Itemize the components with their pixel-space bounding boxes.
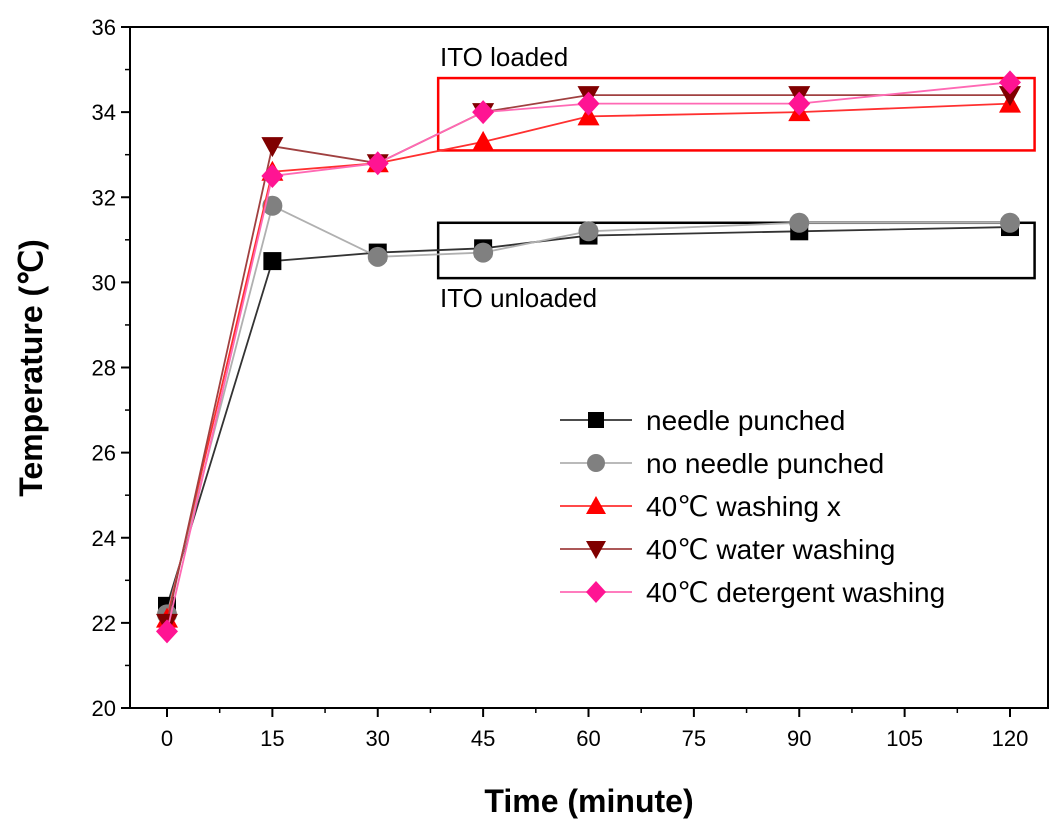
triangle-down-marker <box>586 541 606 559</box>
legend-label: no needle punched <box>646 448 884 479</box>
legend-item: needle punched <box>560 405 845 436</box>
triangle-up-marker <box>586 496 606 514</box>
legend-label: 40℃ washing x <box>646 491 841 522</box>
diamond-marker <box>577 91 600 116</box>
y-tick-label: 34 <box>92 100 116 125</box>
diamond-marker <box>586 581 606 603</box>
legend-label: 40℃ detergent washing <box>646 577 945 608</box>
ito-unloaded-label: ITO unloaded <box>440 283 597 313</box>
y-tick-label: 36 <box>92 15 116 40</box>
legend: needle punched no needle punched 40℃ washi… <box>560 405 945 608</box>
series-4 <box>156 70 1021 644</box>
x-tick-label: 105 <box>886 726 923 751</box>
triangle-down-marker <box>261 137 284 158</box>
diamond-marker <box>156 619 178 644</box>
x-tick-label: 90 <box>787 726 811 751</box>
y-tick-label: 24 <box>92 526 116 551</box>
circle-marker <box>473 242 494 263</box>
axes: 0 15 30 45 60 75 90 105 120 20 22 24 26 28 30 32 34 36 <box>92 15 1049 751</box>
diamond-marker <box>788 91 811 116</box>
diamond-marker <box>999 70 1021 95</box>
diamond-marker <box>261 163 284 188</box>
series-group <box>156 70 1021 644</box>
diamond-marker <box>472 100 495 125</box>
x-tick-label: 30 <box>366 726 390 751</box>
x-tick-label: 75 <box>682 726 706 751</box>
y-tick-label: 32 <box>92 185 116 210</box>
legend-label: needle punched <box>646 405 845 436</box>
legend-item: no needle punched <box>560 448 884 479</box>
y-tick-label: 26 <box>92 441 116 466</box>
x-axis-title: Time (minute) <box>484 783 693 819</box>
legend-label: 40℃ water washing <box>646 534 895 565</box>
square-marker <box>263 252 282 271</box>
circle-marker <box>587 454 605 472</box>
circle-marker <box>1000 212 1020 233</box>
legend-item: 40℃ water washing <box>560 534 895 565</box>
circle-marker <box>578 221 599 242</box>
x-tick-label: 45 <box>471 726 495 751</box>
y-tick-label: 28 <box>92 356 116 381</box>
ito-loaded-label: ITO loaded <box>440 42 568 72</box>
x-tick-label: 0 <box>161 726 173 751</box>
y-tick-label: 20 <box>92 696 116 721</box>
x-tick-label: 15 <box>260 726 284 751</box>
y-tick-label: 30 <box>92 270 116 295</box>
x-tick-label: 60 <box>576 726 600 751</box>
y-tick-label: 22 <box>92 611 116 636</box>
circle-marker <box>789 212 810 233</box>
square-marker <box>588 412 604 428</box>
legend-item: 40℃ washing x <box>560 491 841 522</box>
ito-loaded-box <box>436 76 1036 152</box>
ito-unloaded-box <box>436 221 1036 280</box>
x-tick-label: 120 <box>992 726 1029 751</box>
circle-marker <box>367 246 388 267</box>
triangle-down-marker <box>999 86 1021 107</box>
legend-item: 40℃ detergent washing <box>560 577 945 608</box>
diamond-marker <box>366 151 389 176</box>
y-axis-title: Temperature (℃) <box>13 239 49 497</box>
annotations: ITO loaded ITO unloaded <box>436 42 1036 313</box>
triangle-up-marker <box>472 130 495 151</box>
